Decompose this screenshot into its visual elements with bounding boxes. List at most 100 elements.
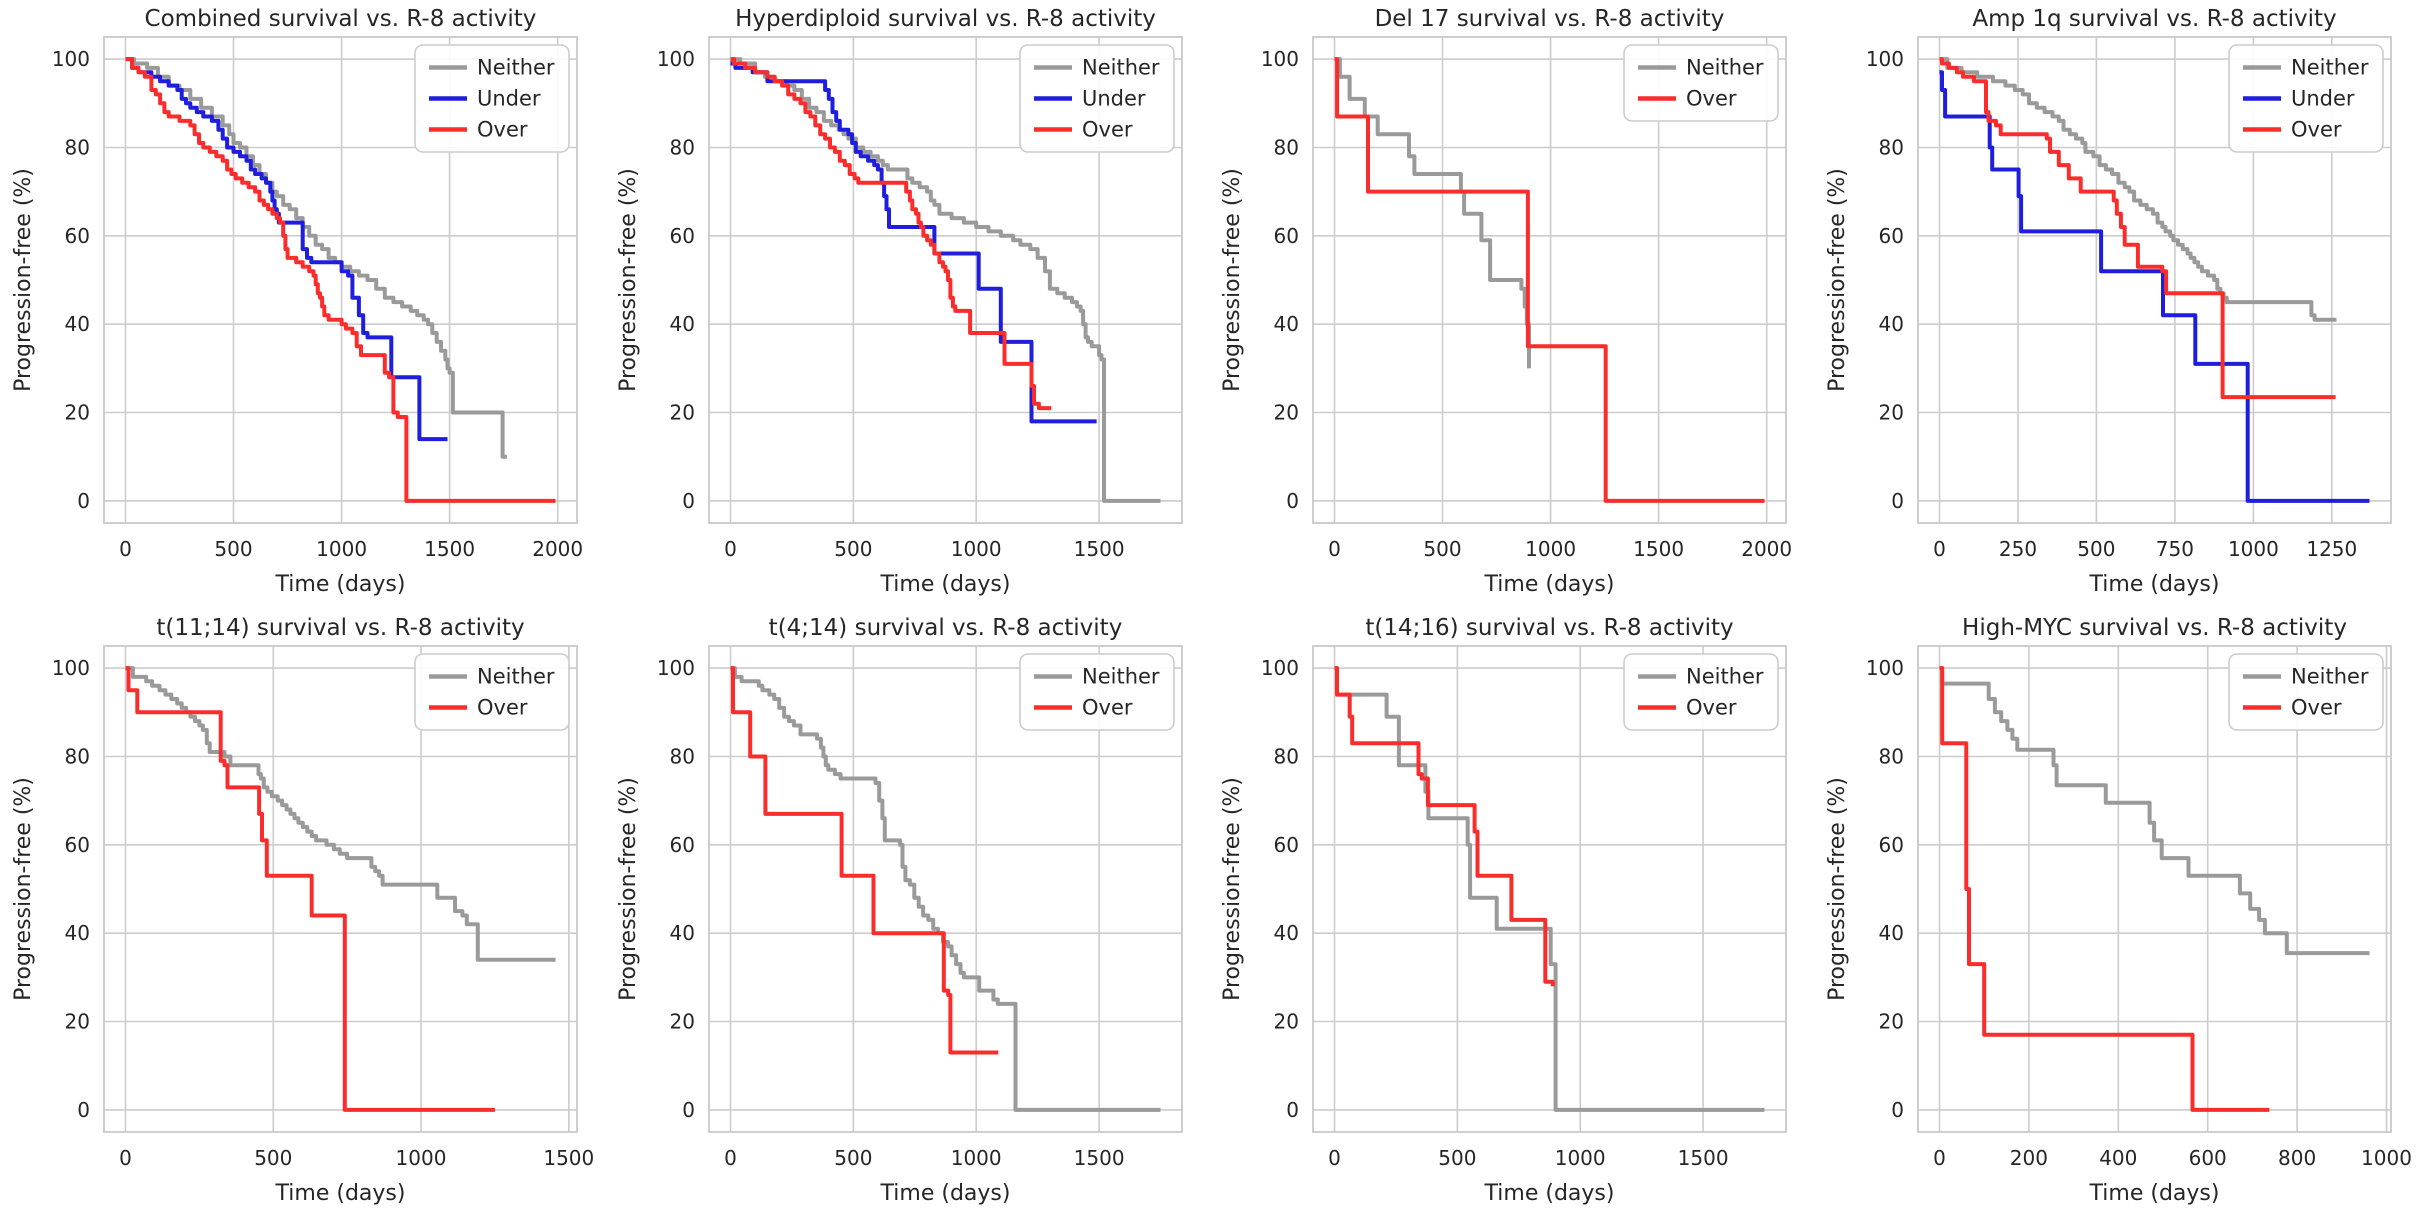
y-tick-label: 20: [65, 401, 90, 425]
y-tick-label: 0: [1891, 489, 1904, 513]
subplot-title: Hyperdiploid survival vs. R-8 activity: [735, 6, 1156, 32]
y-tick-label: 20: [669, 401, 694, 425]
x-tick-label: 600: [2188, 1146, 2226, 1170]
y-tick-label: 80: [1878, 745, 1903, 769]
y-tick-label: 80: [1274, 136, 1299, 160]
x-tick-label: 0: [724, 1146, 737, 1170]
x-tick-label: 500: [834, 537, 872, 561]
x-tick-label: 1500: [424, 537, 475, 561]
y-tick-label: 60: [65, 224, 90, 248]
y-tick-label: 0: [1286, 489, 1299, 513]
legend-label-neither: Neither: [1686, 56, 1764, 80]
y-axis-label: Progression-free (%): [11, 777, 36, 1001]
x-tick-label: 1500: [1678, 1146, 1729, 1170]
subplot-title: Combined survival vs. R-8 activity: [145, 6, 537, 32]
y-tick-label: 100: [1865, 656, 1903, 680]
y-tick-label: 0: [1891, 1098, 1904, 1122]
y-tick-label: 100: [52, 656, 90, 680]
y-tick-label: 80: [65, 136, 90, 160]
x-tick-label: 500: [1438, 1146, 1476, 1170]
legend-label-neither: Neither: [2291, 56, 2369, 80]
x-tick-label: 0: [1933, 1146, 1946, 1170]
x-tick-label: 0: [1933, 537, 1946, 561]
y-tick-label: 40: [669, 921, 694, 945]
x-axis-label: Time (days): [1484, 572, 1615, 597]
x-tick-label: 500: [834, 1146, 872, 1170]
y-tick-label: 60: [669, 833, 694, 857]
x-tick-label: 750: [2155, 537, 2193, 561]
subplot-title: High-MYC survival vs. R-8 activity: [1962, 615, 2347, 641]
y-tick-label: 40: [1274, 312, 1299, 336]
series-line-neither: [1335, 59, 1530, 368]
y-tick-label: 20: [669, 1010, 694, 1034]
y-tick-label: 0: [682, 489, 695, 513]
legend-label-over: Over: [1686, 696, 1737, 720]
x-axis-label: Time (days): [879, 1181, 1010, 1206]
legend-label-over: Over: [1082, 118, 1133, 142]
x-tick-label: 500: [254, 1146, 292, 1170]
x-tick-label: 1000: [1525, 537, 1576, 561]
legend-label-neither: Neither: [1082, 665, 1160, 689]
x-tick-label: 2000: [532, 537, 583, 561]
x-tick-label: 1500: [1633, 537, 1684, 561]
legend-label-over: Over: [2291, 118, 2342, 142]
x-axis-label: Time (days): [879, 572, 1010, 597]
legend-label-neither: Neither: [2291, 665, 2369, 689]
x-axis-label: Time (days): [275, 572, 406, 597]
x-tick-label: 2000: [1741, 537, 1792, 561]
x-axis-label: Time (days): [2088, 572, 2219, 597]
y-tick-label: 40: [1274, 921, 1299, 945]
y-tick-label: 20: [1878, 1010, 1903, 1034]
y-tick-label: 60: [1878, 224, 1903, 248]
y-tick-label: 100: [52, 47, 90, 71]
legend-label-neither: Neither: [477, 56, 555, 80]
y-tick-label: 20: [1274, 401, 1299, 425]
legend-label-over: Over: [477, 118, 528, 142]
y-tick-label: 80: [1274, 745, 1299, 769]
y-tick-label: 40: [1878, 312, 1903, 336]
subplot-title: Del 17 survival vs. R-8 activity: [1375, 6, 1725, 32]
x-tick-label: 1000: [2227, 537, 2278, 561]
x-tick-label: 800: [2278, 1146, 2316, 1170]
legend-label-under: Under: [2291, 87, 2355, 111]
x-tick-label: 0: [119, 537, 132, 561]
x-tick-label: 200: [2009, 1146, 2047, 1170]
subplot-title: t(4;14) survival vs. R-8 activity: [768, 615, 1122, 641]
y-tick-label: 100: [1261, 656, 1299, 680]
series-line-over: [730, 59, 1051, 408]
legend-label-under: Under: [1082, 87, 1146, 111]
x-tick-label: 0: [1328, 537, 1341, 561]
series-line-over: [1939, 668, 2269, 1110]
y-tick-label: 40: [65, 921, 90, 945]
legend: Neither Under Over: [2229, 45, 2383, 152]
series-line-over: [1335, 59, 1765, 501]
x-axis-label: Time (days): [2088, 1181, 2219, 1206]
series-line-over: [1335, 668, 1553, 986]
subplot-title: Amp 1q survival vs. R-8 activity: [1972, 6, 2336, 32]
y-tick-label: 60: [1274, 224, 1299, 248]
y-tick-label: 20: [1274, 1010, 1299, 1034]
y-tick-label: 60: [65, 833, 90, 857]
y-tick-label: 0: [682, 1098, 695, 1122]
y-tick-label: 20: [65, 1010, 90, 1034]
x-tick-label: 1000: [316, 537, 367, 561]
x-tick-label: 500: [1423, 537, 1461, 561]
legend-label-over: Over: [477, 696, 528, 720]
legend-label-neither: Neither: [1686, 665, 1764, 689]
x-tick-label: 1500: [1073, 1146, 1124, 1170]
y-tick-label: 100: [656, 47, 694, 71]
y-tick-label: 60: [669, 224, 694, 248]
